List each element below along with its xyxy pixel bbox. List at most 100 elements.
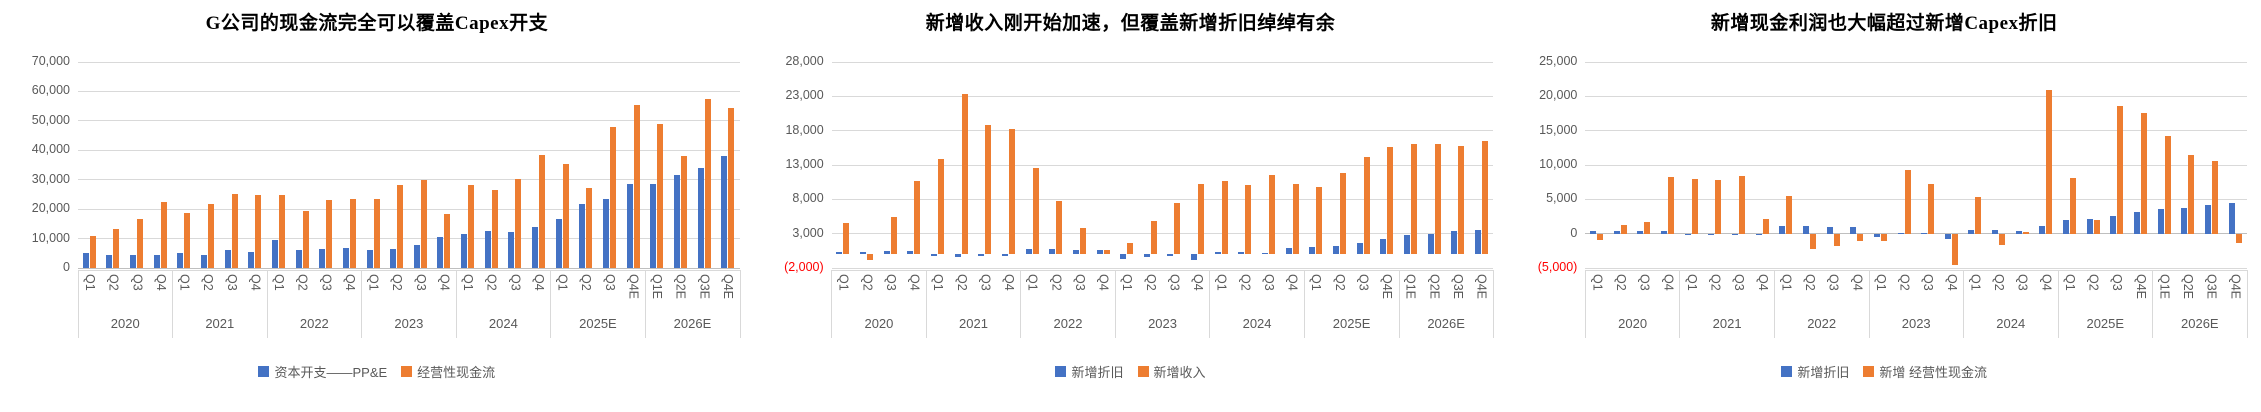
bar-series1 <box>1921 232 1928 234</box>
legend-swatch <box>1863 366 1875 377</box>
bar-series1 <box>1850 227 1857 234</box>
x-year-label: 2023 <box>1148 316 1177 331</box>
x-year-label: 2025E <box>1332 316 1371 331</box>
x-quarter-label-text: Q3 <box>978 274 993 291</box>
x-quarter-label-text: Q2 <box>1049 274 1064 291</box>
x-quarter-label: Q3 <box>220 274 244 314</box>
bar-series2 <box>255 195 262 268</box>
legend-label: 新增 经营性现金流 <box>1879 365 1987 380</box>
bar-series1 <box>721 155 728 268</box>
x-quarter-label: Q3 <box>1068 274 1092 314</box>
bar-series2 <box>326 199 333 268</box>
chart-panel-capex-coverage: G公司的现金流完全可以覆盖Capex开支 Q1 Q2 Q3 Q4 Q1 Q2 Q3 Q4 Q1 Q… <box>0 0 754 412</box>
bar-series1 <box>437 237 444 268</box>
bar-series2 <box>2140 112 2147 234</box>
bar-series2 <box>985 125 992 255</box>
x-quarter-label: Q3 <box>1822 274 1846 314</box>
x-quarter-label-text: Q2E <box>1427 274 1442 300</box>
bar-series2 <box>2046 90 2053 234</box>
x-quarter-label-text: Q1 <box>1590 274 1605 291</box>
y-axis-label: 5,000 <box>1546 191 1578 206</box>
bar-series2 <box>1245 184 1252 255</box>
bar-series2 <box>2070 178 2077 234</box>
bar-series1 <box>1143 254 1150 258</box>
x-quarter-label-text: Q2 <box>1803 274 1818 291</box>
x-quarter-label: Q4 <box>1186 274 1210 314</box>
x-quarter-label-text: Q3 <box>224 274 239 291</box>
legend-label: 新增折旧 <box>1071 365 1124 380</box>
bar-series2 <box>373 199 380 268</box>
x-quarter-label: Q1 <box>1585 274 1609 314</box>
bar-series1 <box>1661 230 1668 234</box>
x-quarter-label: Q3 <box>879 274 903 314</box>
bar-series1 <box>1214 252 1221 255</box>
bar-series2 <box>1999 233 2006 246</box>
bar-series2 <box>1481 140 1488 255</box>
y-axis-label: 0 <box>1570 225 1578 240</box>
bar-series2 <box>539 155 546 268</box>
bar-series1 <box>579 203 586 268</box>
bar-series2 <box>1008 129 1015 255</box>
x-quarter-label-text: Q4 <box>1755 274 1770 291</box>
bar-series2 <box>2093 219 2100 234</box>
bar-series1 <box>1779 226 1786 234</box>
x-quarter-label: Q3 <box>503 274 527 314</box>
x-year-label: 2024 <box>1996 316 2026 331</box>
x-quarter-label-text: Q4 <box>907 274 922 291</box>
x-year-label: 2024 <box>488 316 518 331</box>
legend-swatch <box>401 366 413 377</box>
year-group-divider <box>2246 270 2248 338</box>
x-quarter-label: Q2 <box>1892 274 1916 314</box>
x-quarter-label-text: Q1 <box>1214 274 1229 291</box>
year-group-divider <box>1773 270 1775 338</box>
bar-series1 <box>532 227 539 268</box>
quarter-label-row: Q1 Q2 Q3 Q4 Q1 Q2 Q3 Q4 Q1 Q2 Q3 Q4 Q1 Q2 Q3 Q4 Q1 Q2 Q3 Q4… <box>78 274 740 314</box>
bar-series2 <box>1928 183 1935 234</box>
year-group-divider <box>1584 270 1586 338</box>
x-quarter-label: Q3 <box>2105 274 2129 314</box>
x-quarter-label: Q3 <box>1916 274 1940 314</box>
x-quarter-label: Q3 <box>314 274 338 314</box>
year-group-divider <box>1114 270 1116 338</box>
x-quarter-label: Q3 <box>1727 274 1751 314</box>
x-quarter-label: Q1 <box>926 274 950 314</box>
bar-series1 <box>1968 229 1975 234</box>
bar-series2 <box>1198 184 1205 255</box>
x-quarter-label-text: Q3 <box>1921 274 1936 291</box>
x-quarter-label-text: Q1 <box>1779 274 1794 291</box>
x-quarter-label: Q1E <box>645 274 669 314</box>
axis-baseline <box>78 267 740 269</box>
bar-series1 <box>626 183 633 268</box>
bar-series2 <box>1127 242 1134 255</box>
x-quarter-label-text: Q3 <box>883 274 898 291</box>
bar-series2 <box>184 213 191 268</box>
bar-series1 <box>2039 226 2046 234</box>
x-quarter-label-text: Q2 <box>1238 274 1253 291</box>
gridline <box>78 179 740 181</box>
y-axis-label: 20,000 <box>1539 88 1578 103</box>
x-quarter-label-text: Q3E <box>697 274 712 300</box>
bar-series1 <box>2157 208 2164 234</box>
x-quarter-label: Q2 <box>1139 274 1163 314</box>
y-axis-label: 70,000 <box>31 54 70 68</box>
bar-series2 <box>633 105 640 268</box>
bar-series1 <box>1356 243 1363 255</box>
x-quarter-label-text: Q1E <box>1403 274 1418 300</box>
x-quarter-label: Q2 <box>950 274 974 314</box>
x-quarter-label: Q4 <box>1845 274 1869 314</box>
bar-series1 <box>248 251 255 268</box>
x-quarter-label: Q4 <box>1281 274 1305 314</box>
x-quarter-label-text: Q2 <box>295 274 310 291</box>
bar-series2 <box>137 218 144 268</box>
x-quarter-label-text: Q1 <box>1968 274 1983 291</box>
x-quarter-label: Q1 <box>173 274 197 314</box>
x-quarter-label: Q1 <box>78 274 102 314</box>
x-quarter-label: Q2 <box>2081 274 2105 314</box>
bar-series2 <box>961 94 968 255</box>
gridline <box>1585 61 2248 63</box>
x-quarter-label: Q3E <box>1446 274 1470 314</box>
x-quarter-label: Q2 <box>196 274 220 314</box>
bar-series1 <box>2015 230 2022 234</box>
legend: 新增折旧 新增 经营性现金流 <box>1507 362 2261 381</box>
